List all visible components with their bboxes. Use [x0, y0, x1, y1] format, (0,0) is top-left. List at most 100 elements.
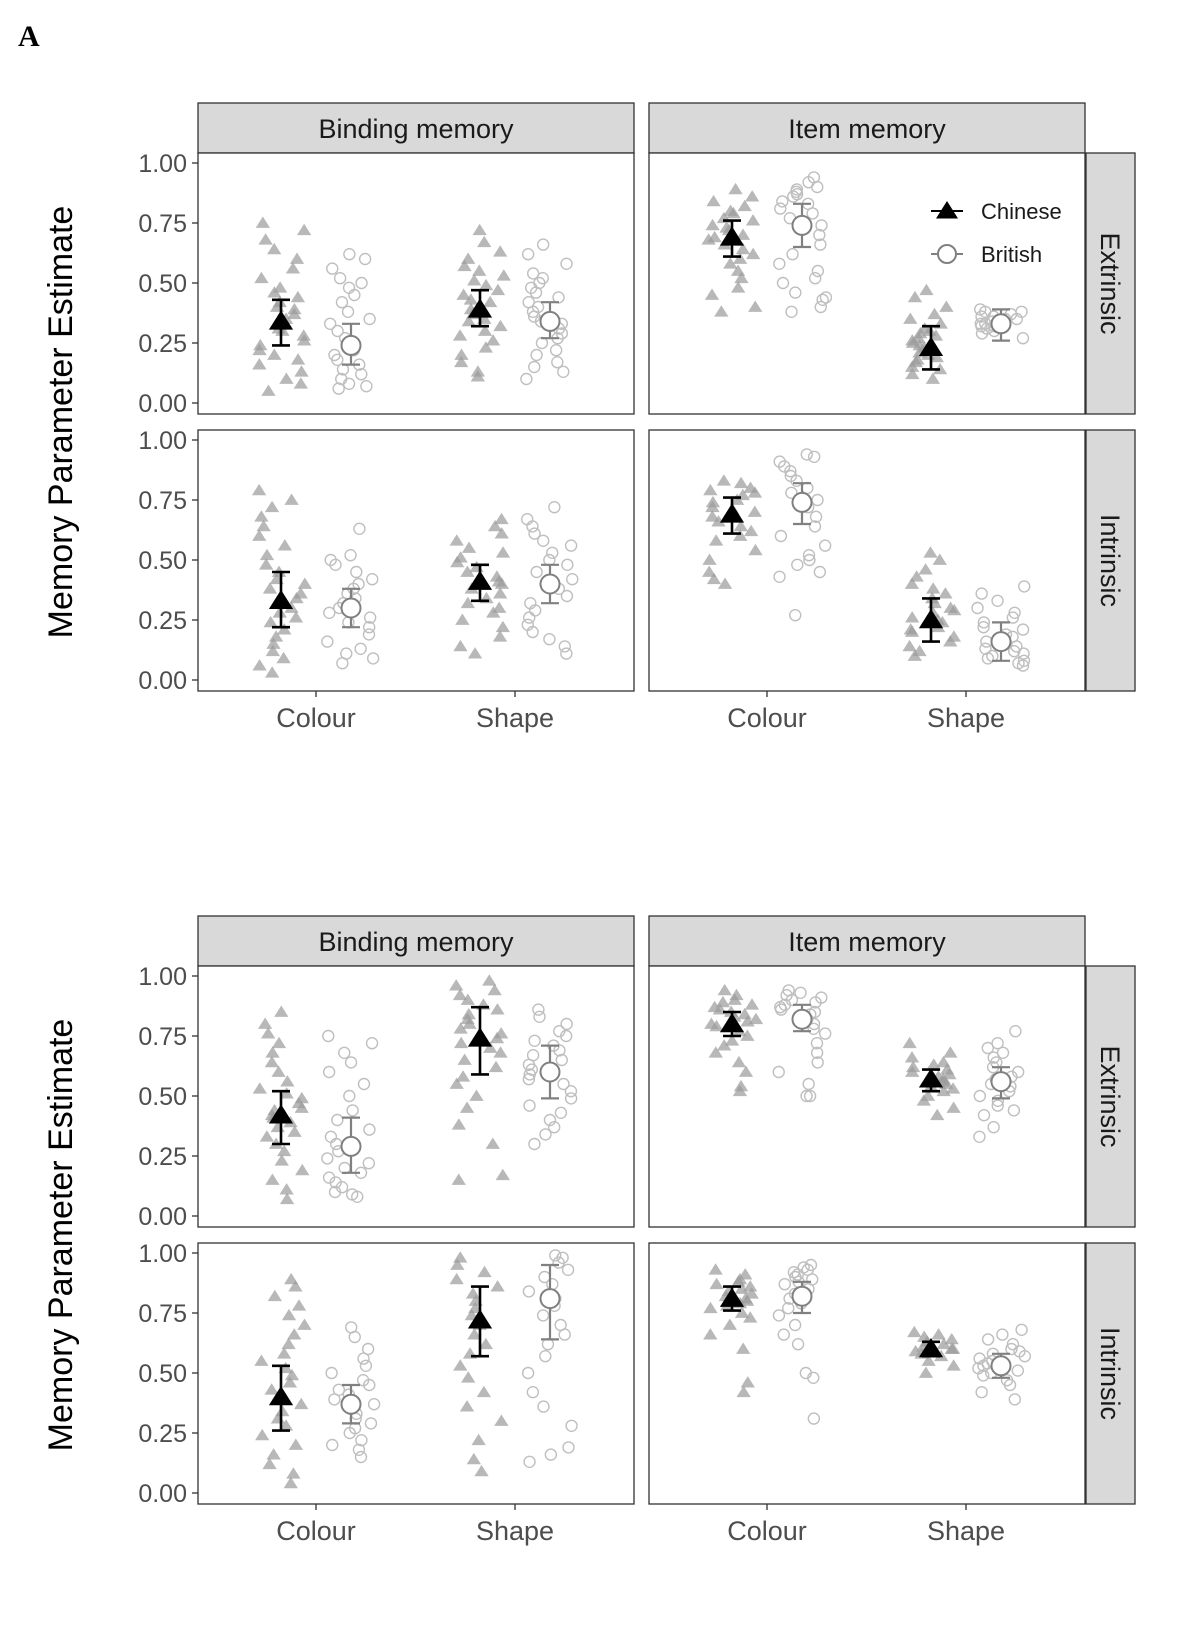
data-point-british — [808, 520, 822, 533]
data-point-british — [539, 1128, 552, 1141]
data-point-chinese — [461, 1371, 476, 1383]
mean-marker-chinese — [467, 1027, 493, 1047]
data-point-chinese — [748, 300, 763, 312]
data-point-british — [528, 527, 541, 540]
data-point-chinese — [252, 529, 267, 541]
data-point-british — [996, 1046, 1010, 1060]
data-point-chinese — [707, 1000, 722, 1013]
data-point-british — [343, 247, 356, 261]
facet-panel: Chinese British — [648, 152, 1086, 415]
data-point-chinese — [745, 247, 761, 260]
data-point-british — [543, 1113, 557, 1127]
y-tick-label: 1.00 — [138, 427, 187, 455]
data-point-chinese — [452, 988, 468, 1001]
data-point-chinese — [737, 1007, 752, 1020]
data-point-chinese — [252, 659, 267, 671]
data-point-chinese — [492, 630, 508, 642]
data-point-chinese — [493, 319, 508, 332]
data-point-chinese — [253, 338, 268, 351]
data-point-british — [562, 1441, 575, 1454]
data-point-chinese — [904, 1051, 920, 1063]
data-point-british — [1008, 606, 1021, 619]
data-point-british — [547, 1120, 561, 1134]
data-point-british — [546, 546, 559, 559]
data-point-british — [991, 1036, 1004, 1050]
mean-marker-chinese — [719, 1287, 745, 1307]
data-point-british — [803, 1089, 817, 1103]
data-point-chinese — [743, 1311, 758, 1323]
data-point-british — [776, 276, 790, 290]
data-point-chinese — [734, 1306, 750, 1318]
data-point-chinese — [703, 483, 718, 496]
data-point-chinese — [278, 1419, 294, 1431]
mean-marker-chinese — [467, 1309, 493, 1329]
mean-marker-british — [340, 1393, 362, 1415]
data-point-british — [1018, 580, 1031, 593]
data-point-chinese — [281, 1308, 297, 1321]
data-point-british — [807, 1022, 820, 1036]
data-point-british — [1005, 1342, 1018, 1356]
data-point-chinese — [731, 281, 746, 293]
data-point-chinese — [290, 353, 306, 365]
data-point-chinese — [467, 274, 482, 286]
data-point-chinese — [451, 1173, 466, 1185]
data-point-chinese — [474, 1464, 489, 1477]
x-tick-label: Shape — [476, 1516, 554, 1546]
data-point-british — [332, 1383, 346, 1397]
data-point-british — [977, 1108, 991, 1122]
data-point-chinese — [467, 1328, 482, 1340]
data-point-chinese — [453, 551, 468, 563]
data-point-chinese — [728, 182, 743, 195]
facet-label: Intrinsic — [1095, 1327, 1125, 1420]
data-point-chinese — [745, 214, 761, 226]
data-point-british — [325, 1366, 338, 1380]
data-point-chinese — [478, 1337, 493, 1350]
data-point-chinese — [465, 1287, 481, 1299]
data-point-chinese — [925, 372, 941, 384]
data-point-british — [809, 510, 823, 523]
mean-marker-chinese — [719, 1013, 745, 1033]
data-point-british — [326, 1438, 339, 1452]
data-point-british — [987, 1120, 1000, 1134]
data-point-british — [561, 1263, 575, 1277]
data-point-chinese — [705, 510, 720, 522]
data-point-chinese — [283, 1476, 298, 1489]
mean-marker-british — [990, 313, 1012, 335]
data-point-chinese — [279, 1183, 294, 1195]
data-point-chinese — [454, 348, 469, 360]
data-point-chinese — [265, 644, 281, 657]
data-point-british — [560, 1017, 573, 1031]
facet-panel: Colour Shape — [648, 1242, 1086, 1546]
mean-marker-british — [340, 1135, 362, 1157]
data-point-chinese — [266, 1448, 281, 1460]
data-point-british — [785, 305, 798, 318]
data-point-chinese — [265, 1173, 280, 1185]
mean-marker-british — [340, 334, 362, 356]
data-point-chinese — [291, 1299, 307, 1311]
data-point-british — [1016, 332, 1030, 345]
data-point-british — [342, 281, 356, 294]
data-point-british — [996, 1328, 1009, 1341]
data-point-chinese — [738, 1065, 754, 1077]
mean-marker-british — [539, 1288, 561, 1310]
data-point-british — [554, 1318, 567, 1332]
data-point-chinese — [938, 587, 953, 599]
data-point-chinese — [703, 1328, 718, 1340]
data-point-british — [355, 1433, 368, 1447]
data-point-chinese — [267, 1289, 282, 1302]
data-point-british — [323, 606, 336, 619]
data-point-british — [975, 1385, 988, 1399]
data-point-british — [521, 513, 534, 526]
mean-marker-british — [539, 310, 561, 332]
data-point-chinese — [277, 623, 292, 635]
y-tick-label: 0.00 — [138, 1203, 187, 1231]
mean-marker-chinese — [467, 298, 493, 318]
data-point-chinese — [254, 271, 269, 284]
data-point-british — [777, 1328, 790, 1341]
data-point-chinese — [494, 527, 509, 539]
data-point-chinese — [450, 1258, 465, 1270]
data-point-chinese — [259, 548, 275, 561]
data-point-chinese — [910, 353, 925, 365]
mean-marker-chinese — [467, 570, 493, 590]
data-point-british — [539, 1349, 552, 1363]
